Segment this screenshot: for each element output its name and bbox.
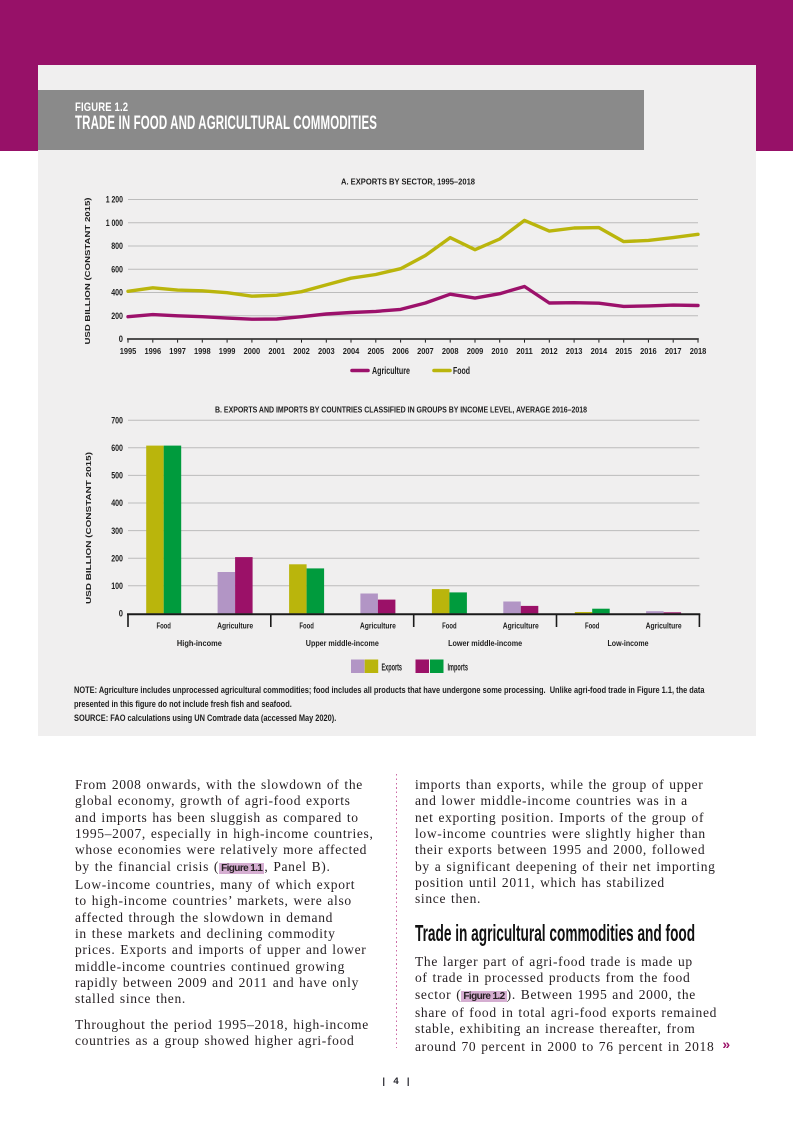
svg-text:Low-income: Low-income [608, 638, 649, 648]
svg-text:1997: 1997 [169, 346, 186, 356]
svg-text:2000: 2000 [244, 346, 261, 356]
svg-text:2015: 2015 [615, 346, 632, 356]
svg-text:Food: Food [585, 621, 600, 631]
svg-text:2007: 2007 [417, 346, 434, 356]
svg-text:2016: 2016 [640, 346, 657, 356]
svg-text:100: 100 [111, 581, 123, 591]
svg-text:2010: 2010 [491, 346, 508, 356]
svg-text:2011: 2011 [516, 346, 533, 356]
svg-text:Food: Food [156, 621, 171, 631]
svg-text:Lower middle-income: Lower middle-income [448, 638, 522, 648]
svg-text:B. EXPORTS AND IMPORTS BY COUN: B. EXPORTS AND IMPORTS BY COUNTRIES CLAS… [215, 405, 587, 415]
svg-text:1998: 1998 [194, 346, 211, 356]
svg-text:A. EXPORTS BY SECTOR, 1995–201: A. EXPORTS BY SECTOR, 1995–2018 [341, 177, 475, 187]
svg-text:Agriculture: Agriculture [646, 621, 682, 631]
svg-text:Food: Food [453, 365, 470, 377]
svg-text:2009: 2009 [467, 346, 484, 356]
svg-text:USD BILLION (CONSTANT 2015): USD BILLION (CONSTANT 2015) [83, 197, 92, 345]
svg-text:Agriculture: Agriculture [360, 621, 396, 631]
svg-text:Agriculture: Agriculture [217, 621, 253, 631]
svg-text:2008: 2008 [442, 346, 459, 356]
svg-text:200: 200 [111, 311, 123, 321]
svg-text:2013: 2013 [566, 346, 583, 356]
svg-text:600: 600 [111, 265, 123, 275]
svg-text:USD BILLION (CONSTANT 2015): USD BILLION (CONSTANT 2015) [84, 451, 93, 604]
svg-text:Imports: Imports [448, 662, 469, 674]
svg-text:2012: 2012 [541, 346, 558, 356]
svg-text:Upper middle-income: Upper middle-income [306, 638, 379, 648]
svg-text:Agriculture: Agriculture [372, 365, 410, 377]
svg-text:Food: Food [299, 621, 314, 631]
svg-text:2018: 2018 [690, 346, 707, 356]
svg-text:400: 400 [111, 288, 123, 298]
svg-text:2005: 2005 [368, 346, 385, 356]
svg-text:1 200: 1 200 [106, 195, 123, 205]
svg-text:2006: 2006 [392, 346, 409, 356]
svg-text:Exports: Exports [382, 662, 403, 674]
svg-text:2001: 2001 [268, 346, 285, 356]
svg-text:Food: Food [442, 621, 457, 631]
svg-text:2003: 2003 [318, 346, 335, 356]
svg-text:1995: 1995 [120, 346, 137, 356]
svg-text:1 000: 1 000 [106, 218, 123, 228]
svg-text:1999: 1999 [219, 346, 236, 356]
svg-text:600: 600 [111, 443, 123, 453]
svg-text:2002: 2002 [293, 346, 310, 356]
svg-text:2017: 2017 [665, 346, 682, 356]
svg-text:Agriculture: Agriculture [503, 621, 539, 631]
svg-text:400: 400 [111, 498, 123, 508]
svg-text:500: 500 [111, 471, 123, 481]
svg-text:700: 700 [111, 415, 123, 425]
svg-text:1996: 1996 [145, 346, 162, 356]
svg-text:800: 800 [111, 241, 123, 251]
svg-text:200: 200 [111, 553, 123, 563]
svg-text:2014: 2014 [591, 346, 608, 356]
svg-text:0: 0 [119, 609, 123, 619]
svg-text:0: 0 [119, 334, 123, 344]
svg-text:2004: 2004 [343, 346, 360, 356]
svg-text:High-income: High-income [177, 638, 222, 648]
svg-text:300: 300 [111, 526, 123, 536]
